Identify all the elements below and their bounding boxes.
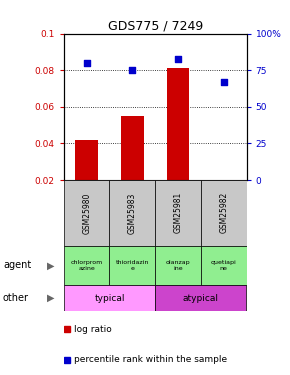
Bar bbox=[64, 246, 110, 285]
Bar bbox=[64, 285, 155, 311]
Text: thioridazin
e: thioridazin e bbox=[116, 260, 149, 271]
Text: agent: agent bbox=[3, 260, 31, 270]
Bar bbox=[155, 180, 201, 246]
Text: atypical: atypical bbox=[183, 294, 219, 303]
Bar bbox=[110, 180, 155, 246]
Bar bbox=[155, 246, 201, 285]
Bar bbox=[155, 285, 246, 311]
Text: ▶: ▶ bbox=[47, 293, 55, 303]
Bar bbox=[110, 246, 155, 285]
Text: GSM25983: GSM25983 bbox=[128, 192, 137, 234]
Bar bbox=[201, 246, 246, 285]
Text: olanzap
ine: olanzap ine bbox=[166, 260, 190, 271]
Bar bbox=[75, 140, 98, 180]
Point bbox=[130, 68, 135, 74]
Point bbox=[221, 79, 226, 85]
Point bbox=[176, 56, 180, 62]
Bar bbox=[166, 69, 189, 180]
Text: typical: typical bbox=[94, 294, 125, 303]
Text: chlorprom
azine: chlorprom azine bbox=[70, 260, 103, 271]
Bar bbox=[64, 180, 110, 246]
Text: percentile rank within the sample: percentile rank within the sample bbox=[74, 356, 227, 364]
Text: quetiapi
ne: quetiapi ne bbox=[211, 260, 237, 271]
Text: GSM25980: GSM25980 bbox=[82, 192, 91, 234]
Text: ▶: ▶ bbox=[47, 260, 55, 270]
Bar bbox=[121, 116, 144, 180]
Point bbox=[84, 60, 89, 66]
Bar bbox=[201, 180, 246, 246]
Text: GSM25982: GSM25982 bbox=[219, 192, 228, 233]
Text: log ratio: log ratio bbox=[74, 324, 112, 334]
Title: GDS775 / 7249: GDS775 / 7249 bbox=[108, 20, 203, 33]
Text: GSM25981: GSM25981 bbox=[173, 192, 182, 233]
Text: other: other bbox=[3, 293, 29, 303]
